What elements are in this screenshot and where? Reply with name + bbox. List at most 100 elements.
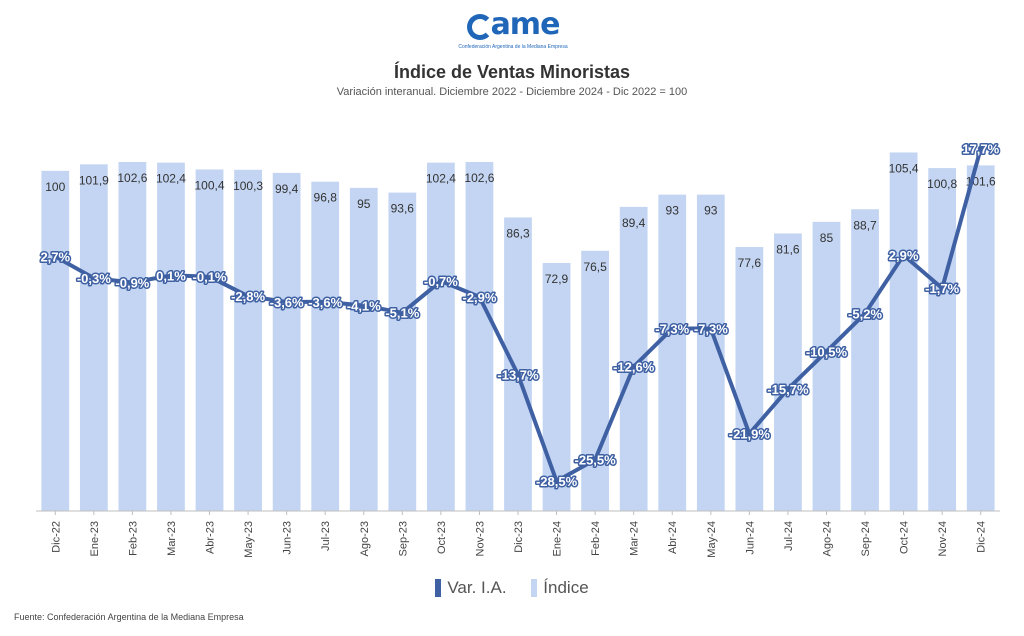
line-value-label: -0,3% [77,271,111,286]
bar-value-label: 93 [666,204,680,218]
line-point-Sep-23[interactable] [399,309,406,316]
line-point-Mar-23[interactable] [167,272,174,279]
line-point-Jul-24[interactable] [784,386,791,393]
bar-Jul-23[interactable] [311,181,340,511]
x-tick-label: Ene-24 [552,521,564,556]
line-value-label: -25,5% [575,453,617,468]
bar-value-label: 99,4 [275,182,299,196]
line-value-label: -13,7% [497,368,539,383]
line-point-Ene-23[interactable] [90,275,97,282]
bar-Abr-24[interactable] [658,194,687,512]
bar-value-label: 93,6 [391,202,415,216]
line-point-Jun-24[interactable] [746,430,753,437]
bar-Ene-24[interactable] [542,263,571,511]
bar-Nov-24[interactable] [928,168,957,511]
line-value-label: -7,3% [655,322,689,337]
bar-Oct-24[interactable] [889,152,918,511]
line-point-Jul-23[interactable] [322,298,329,305]
bar-Jul-24[interactable] [774,233,802,511]
line-value-label: -0,7% [424,274,458,289]
bar-value-label: 102,4 [156,172,186,186]
line-point-Dic-22[interactable] [52,253,59,260]
bar-May-23[interactable] [234,169,262,511]
line-point-Nov-23[interactable] [476,293,483,300]
bar-Jun-23[interactable] [272,172,301,512]
bar-value-label: 105,4 [889,161,919,175]
x-tick-label: Dic-24 [976,521,988,553]
x-tick-label: Nov-24 [937,521,949,556]
x-tick-label: Jul-24 [783,521,795,551]
logo-c-ring-icon [466,14,493,40]
bar-Feb-23[interactable] [118,161,147,511]
line-value-label: 0,1% [156,268,186,283]
line-point-Ago-23[interactable] [360,302,367,309]
line-value-label: -7,3% [694,322,728,337]
bar-Dic-24[interactable] [966,165,995,511]
line-point-Abr-24[interactable] [669,325,676,332]
line-value-label: -12,6% [613,360,655,375]
x-tick-label: Abr-24 [667,521,679,554]
line-point-Abr-23[interactable] [206,273,213,280]
chart-subtitle: Variación interanual. Diciembre 2022 - D… [336,86,688,98]
bar-value-label: 86,3 [506,226,530,240]
line-value-label: -21,9% [729,427,771,442]
came-logo: ame Confederación Argentina de la Median… [458,8,568,56]
x-tick-label: Oct-23 [436,521,448,554]
bar-Sep-23[interactable] [388,192,417,512]
legend-item-bar[interactable]: Índice [531,578,589,598]
line-point-Mar-24[interactable] [630,363,637,370]
line-point-Sep-24[interactable] [862,310,869,317]
line-value-label: -2,8% [231,289,265,304]
bar-value-label: 89,4 [622,216,646,230]
x-tick-label: May-23 [243,521,255,558]
x-tick-label: Nov-23 [474,521,486,556]
bar-value-label: 100,8 [927,177,957,191]
bar-value-label: 81,6 [776,242,800,256]
bar-Nov-23[interactable] [465,161,494,511]
x-tick-label: Mar-24 [629,521,641,556]
line-value-label: -0,9% [115,275,149,290]
bar-Ago-24[interactable] [812,221,841,512]
line-point-Dic-24[interactable] [977,145,984,152]
line-value-label: -28,5% [536,474,578,489]
line-point-Nov-24[interactable] [939,285,946,292]
line-point-Ene-24[interactable] [553,478,560,485]
bar-Mar-23[interactable] [157,162,185,511]
bar-value-label: 100,3 [233,179,263,193]
bar-value-label: 102,6 [117,171,147,185]
line-value-label: 2,7% [40,250,70,265]
x-tick-label: Dic-23 [513,521,525,553]
bar-Dic-22[interactable] [41,170,70,512]
legend-item-line[interactable]: Var. I.A. [435,578,507,598]
line-value-label: 2,9% [889,248,919,263]
line-value-label: -3,6% [270,295,304,310]
x-tick-label: Ene-23 [89,521,101,556]
line-point-Dic-23[interactable] [515,371,521,378]
line-point-May-23[interactable] [245,293,252,300]
chart-title: Índice de Ventas Minoristas [393,62,631,82]
line-point-Feb-23[interactable] [129,279,136,286]
bar-Dic-23[interactable] [504,217,532,511]
logo-mark: ame [458,8,568,42]
bar-Ago-23[interactable] [349,187,378,511]
line-point-Oct-24[interactable] [900,252,907,259]
bar-Jun-24[interactable] [735,247,764,511]
logo-text: ame [490,7,561,42]
bar-Feb-24[interactable] [581,250,610,511]
bar-Oct-23[interactable] [426,162,455,511]
line-value-label: -4,1% [347,299,381,314]
source-note: Fuente: Confederación Argentina de la Me… [14,612,244,622]
x-tick-label: Ago-23 [359,521,371,556]
bar-Sep-24[interactable] [851,209,879,512]
x-tick-label: Sep-24 [860,521,872,556]
line-point-May-24[interactable] [707,325,714,332]
bar-Ene-23[interactable] [79,164,108,511]
line-point-Ago-24[interactable] [823,348,830,355]
line-point-Feb-24[interactable] [592,456,599,463]
legend-bar-label: Índice [543,578,589,597]
bar-Abr-23[interactable] [195,169,224,512]
line-point-Oct-23[interactable] [437,278,444,285]
line-point-Jun-23[interactable] [283,298,290,305]
legend-bar-swatch [531,579,538,597]
x-tick-label: May-24 [706,521,718,558]
